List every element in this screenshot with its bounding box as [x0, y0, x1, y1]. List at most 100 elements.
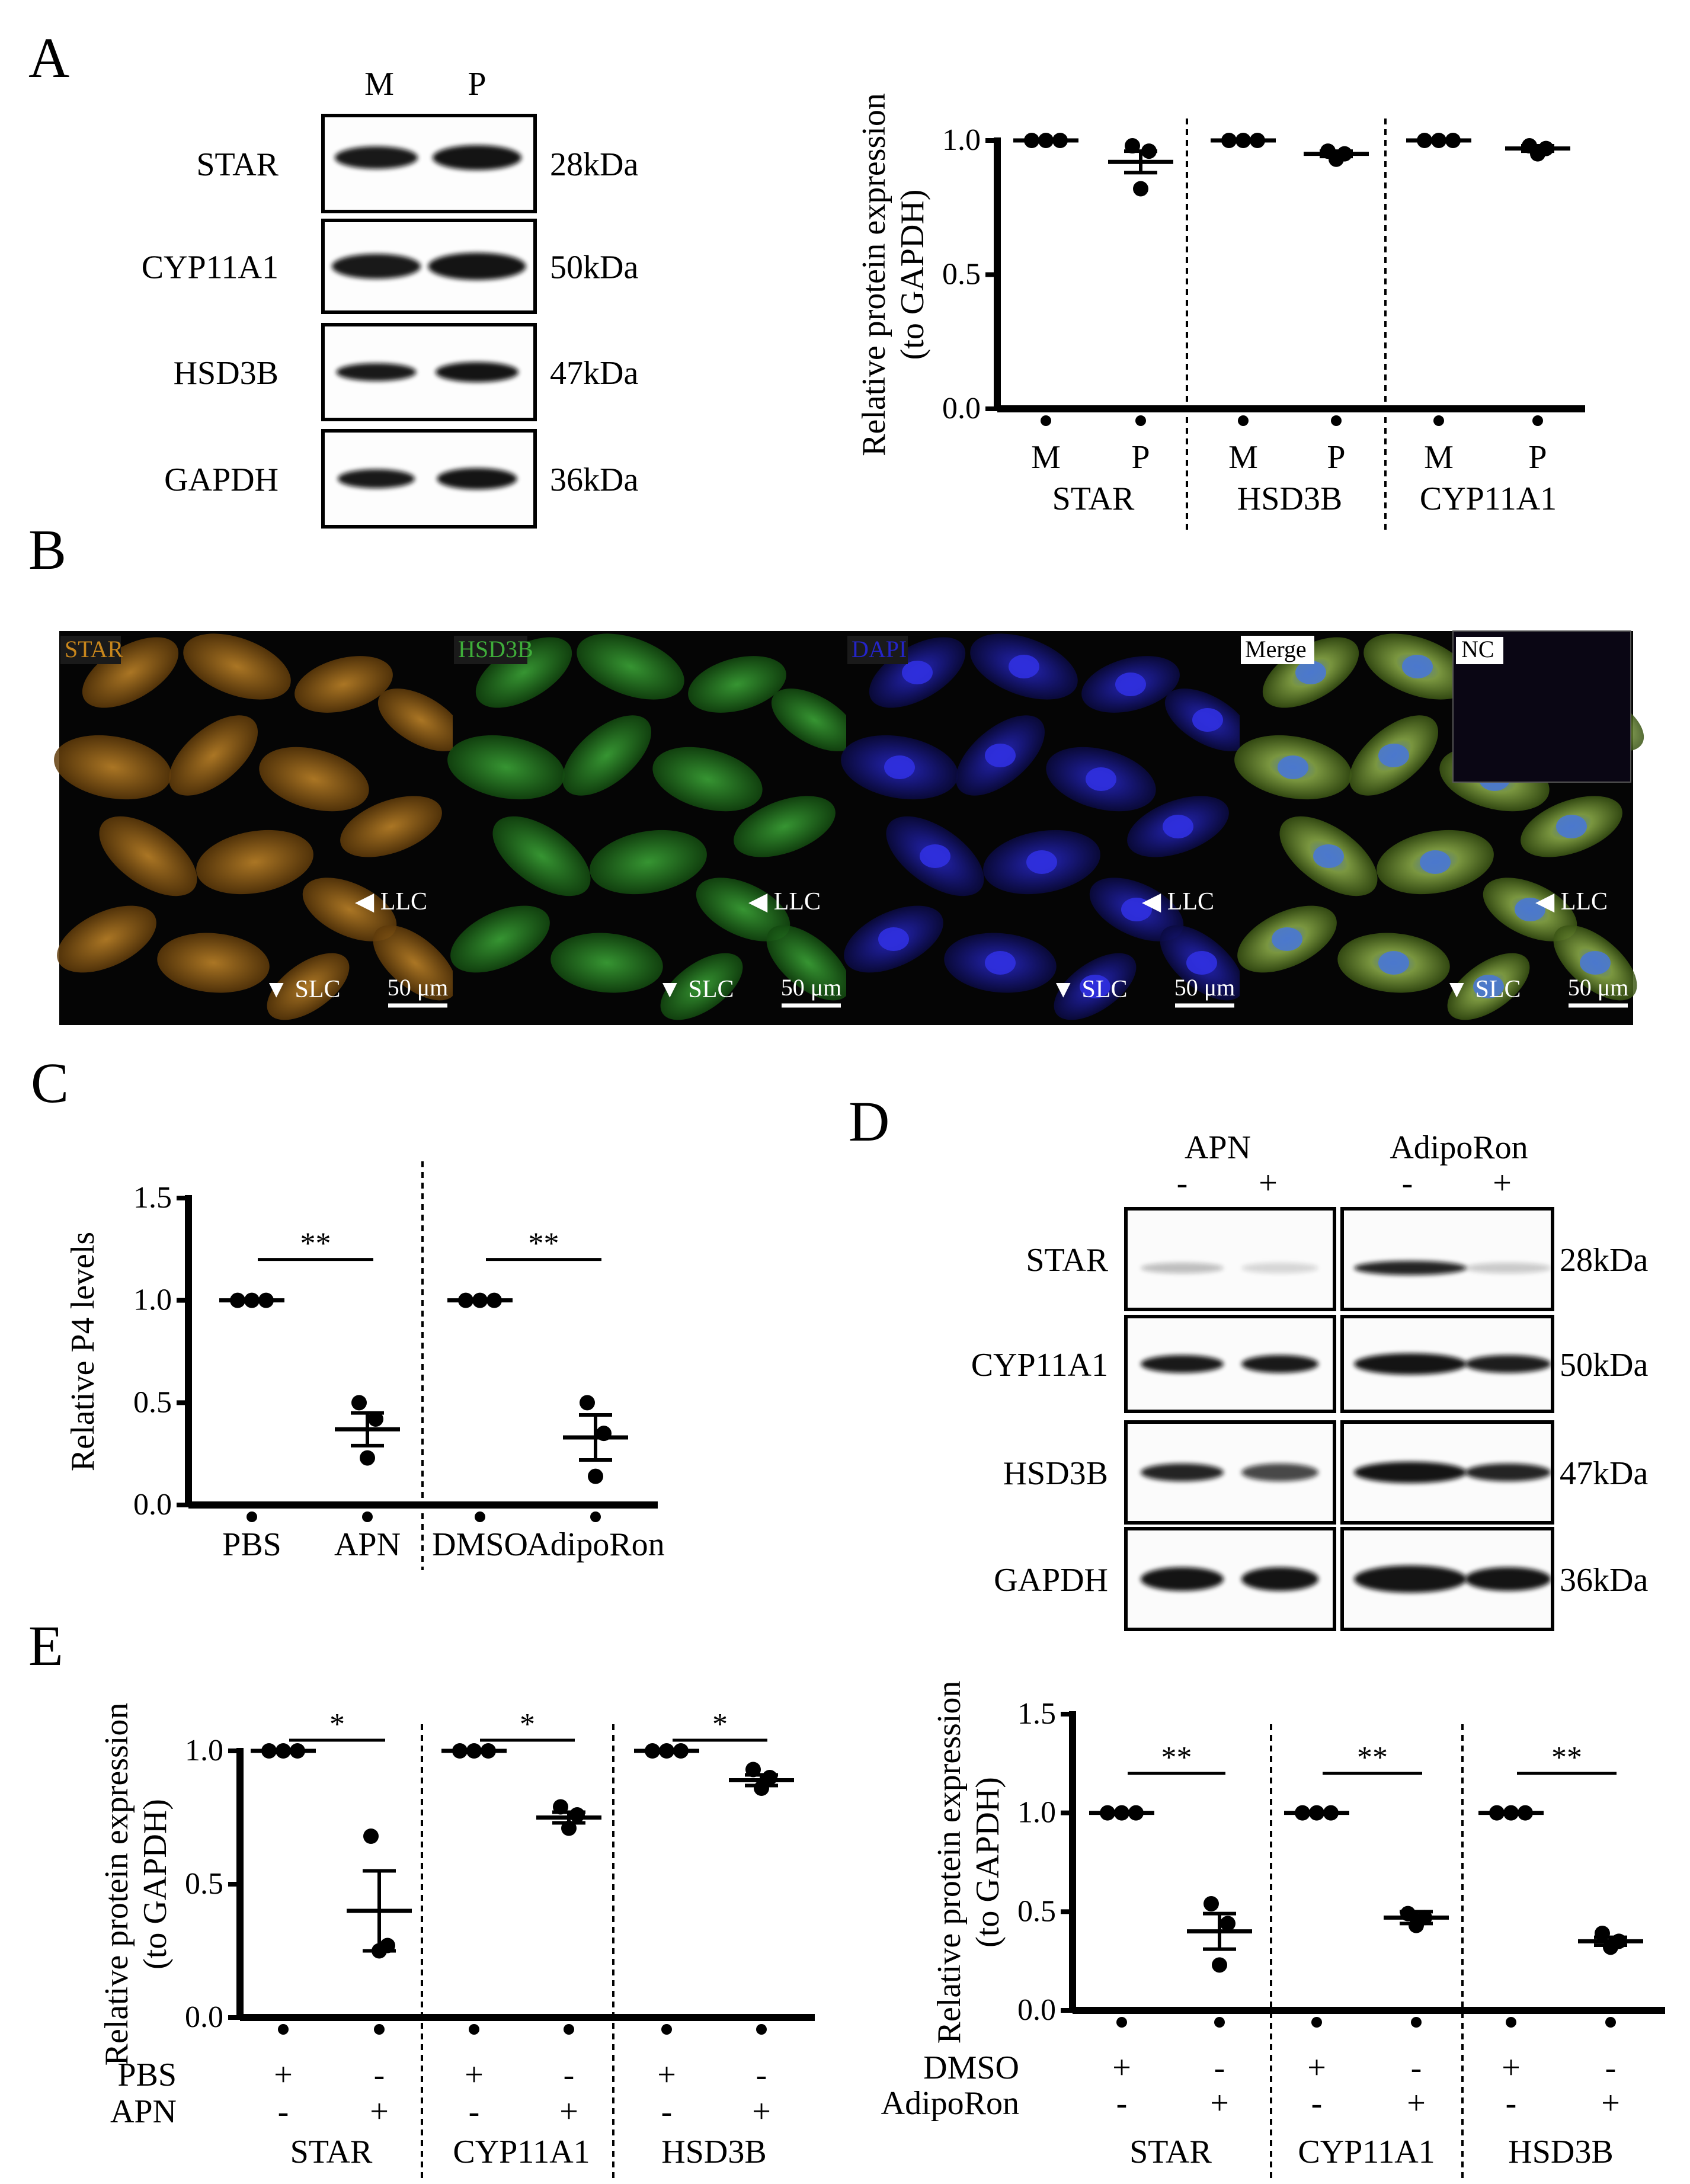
- arrow-label-slc: ▼ SLC: [264, 976, 340, 1003]
- cell: [450, 905, 550, 973]
- nucleus: [902, 661, 933, 684]
- group-name-hsd3b: HSD3B: [661, 2134, 766, 2170]
- scale-bar-label: 50 μm: [1174, 974, 1236, 1001]
- nucleus: [1278, 755, 1308, 779]
- row-label-dmso: DMSO: [923, 2049, 1019, 2086]
- nucleus: [1026, 850, 1057, 874]
- arrow-label-llc: ◀ LLC: [355, 888, 427, 915]
- group-name-cyp11a1: CYP11A1: [1420, 481, 1557, 517]
- significance-label: *: [520, 1708, 535, 1741]
- blot-band: [1465, 1464, 1551, 1481]
- cell: [99, 816, 197, 896]
- kda-label: 28kDa: [550, 146, 638, 183]
- micrograph-hsd3b: HSD3B ◀ LLC ▼ SLC 50 μm: [447, 631, 857, 1025]
- chart-E-left: 0.0 0.5 1.0 Relative protein expression (to …: [98, 1703, 815, 2178]
- blot-band: [1241, 1355, 1318, 1373]
- y-tick-label: 0.0: [185, 2000, 223, 2034]
- blot-a: [321, 114, 537, 529]
- cell: [54, 735, 171, 800]
- x-tick-dot: [1311, 2017, 1322, 2028]
- cell: [577, 633, 684, 700]
- nucleus: [1378, 744, 1409, 767]
- channel-label: DAPI: [852, 636, 907, 662]
- kda-label: 50kDa: [550, 249, 638, 286]
- channel-label-bg: [847, 636, 908, 664]
- y-axis-label: Relative P4 levels: [65, 1232, 101, 1471]
- cell: [447, 735, 565, 800]
- lane-sign: +: [1259, 1165, 1278, 1202]
- nucleus: [1473, 975, 1504, 998]
- y-tick-label: 1.5: [133, 1181, 172, 1215]
- nucleus: [1402, 655, 1433, 678]
- sign-label: -: [278, 2093, 289, 2130]
- kda-label: 50kDa: [1560, 1347, 1648, 1384]
- arrow-label-llc: ◀ LLC: [1142, 888, 1214, 915]
- sign-label: +: [1502, 2049, 1521, 2086]
- sign-label: -: [374, 2057, 385, 2093]
- nucleus: [1121, 898, 1152, 921]
- channel-label: STAR: [65, 636, 123, 662]
- cell: [492, 816, 591, 896]
- lane-sign: -: [1402, 1165, 1413, 1202]
- nc-label: NC: [1461, 636, 1494, 662]
- data-point: [588, 1468, 603, 1484]
- row-label-adiporon: AdipoRon: [881, 2085, 1019, 2122]
- sign-label: +: [274, 2057, 293, 2093]
- cell: [157, 933, 270, 993]
- group-name-star: STAR: [1129, 2134, 1212, 2170]
- data-point: [569, 1807, 585, 1823]
- x-tick-dot: [247, 1511, 257, 1522]
- sign-label: -: [1506, 2085, 1517, 2122]
- data-point: [580, 1395, 595, 1411]
- cell: [295, 656, 393, 713]
- chart-E-right: 0.0 0.5 1.0 1.5 Relative protein expression(…: [881, 1681, 1665, 2178]
- protein-label-cyp11a1: CYP11A1: [142, 249, 279, 286]
- x-tick-dot: [1506, 2017, 1516, 2028]
- blot-band: [1465, 1567, 1551, 1591]
- data-point: [368, 1411, 383, 1427]
- channel-label: Merge: [1245, 636, 1307, 662]
- cell: [660, 953, 743, 1020]
- micrograph-dapi: DAPI ◀ LLC ▼ SLC 50 μm: [841, 631, 1251, 1025]
- cell: [696, 878, 790, 942]
- scale-bar-label: 50 μm: [781, 974, 842, 1001]
- group-name-cyp11a1: CYP11A1: [453, 2134, 590, 2170]
- panel-letter-a: A: [28, 26, 69, 89]
- category-label: P: [1131, 439, 1150, 476]
- scale-bar-label: 50 μm: [1568, 974, 1629, 1001]
- x-tick-dot: [1411, 2017, 1422, 2028]
- x-tick-dot: [1605, 2017, 1616, 2028]
- row-label-pbs: PBS: [117, 2057, 177, 2093]
- x-tick-dot: [1532, 415, 1543, 426]
- y-axis-label: Relative protein expression: [931, 1681, 968, 2044]
- cell: [196, 830, 313, 895]
- y-tick-label: 1.0: [133, 1283, 172, 1317]
- lane-label-p: P: [468, 66, 486, 103]
- category-label: PBS: [222, 1526, 281, 1563]
- arrow-label-llc: ◀ LLC: [748, 888, 821, 915]
- cell: [771, 688, 857, 751]
- blot-d: [1124, 1207, 1554, 1631]
- nucleus: [1378, 951, 1409, 975]
- lane-sign: +: [1493, 1165, 1512, 1202]
- x-tick-dot: [1041, 415, 1051, 426]
- blot-band: [1465, 1355, 1551, 1373]
- blot-band: [336, 363, 417, 381]
- data-point: [1409, 1917, 1424, 1933]
- data-point: [351, 1395, 367, 1411]
- cell: [183, 633, 291, 700]
- cell: [267, 953, 350, 1020]
- cell: [475, 637, 572, 708]
- nucleus: [1272, 927, 1302, 951]
- nucleus: [1086, 767, 1116, 791]
- nucleus: [920, 844, 950, 868]
- group-name-star: STAR: [290, 2134, 373, 2170]
- x-tick-dot: [661, 2024, 672, 2035]
- category-label: M: [1424, 439, 1454, 476]
- nucleus: [884, 755, 915, 779]
- significance-label: *: [329, 1708, 345, 1741]
- blot-band: [433, 145, 521, 170]
- cell: [168, 715, 258, 796]
- blot-band: [1354, 1353, 1467, 1375]
- cell: [766, 925, 850, 1001]
